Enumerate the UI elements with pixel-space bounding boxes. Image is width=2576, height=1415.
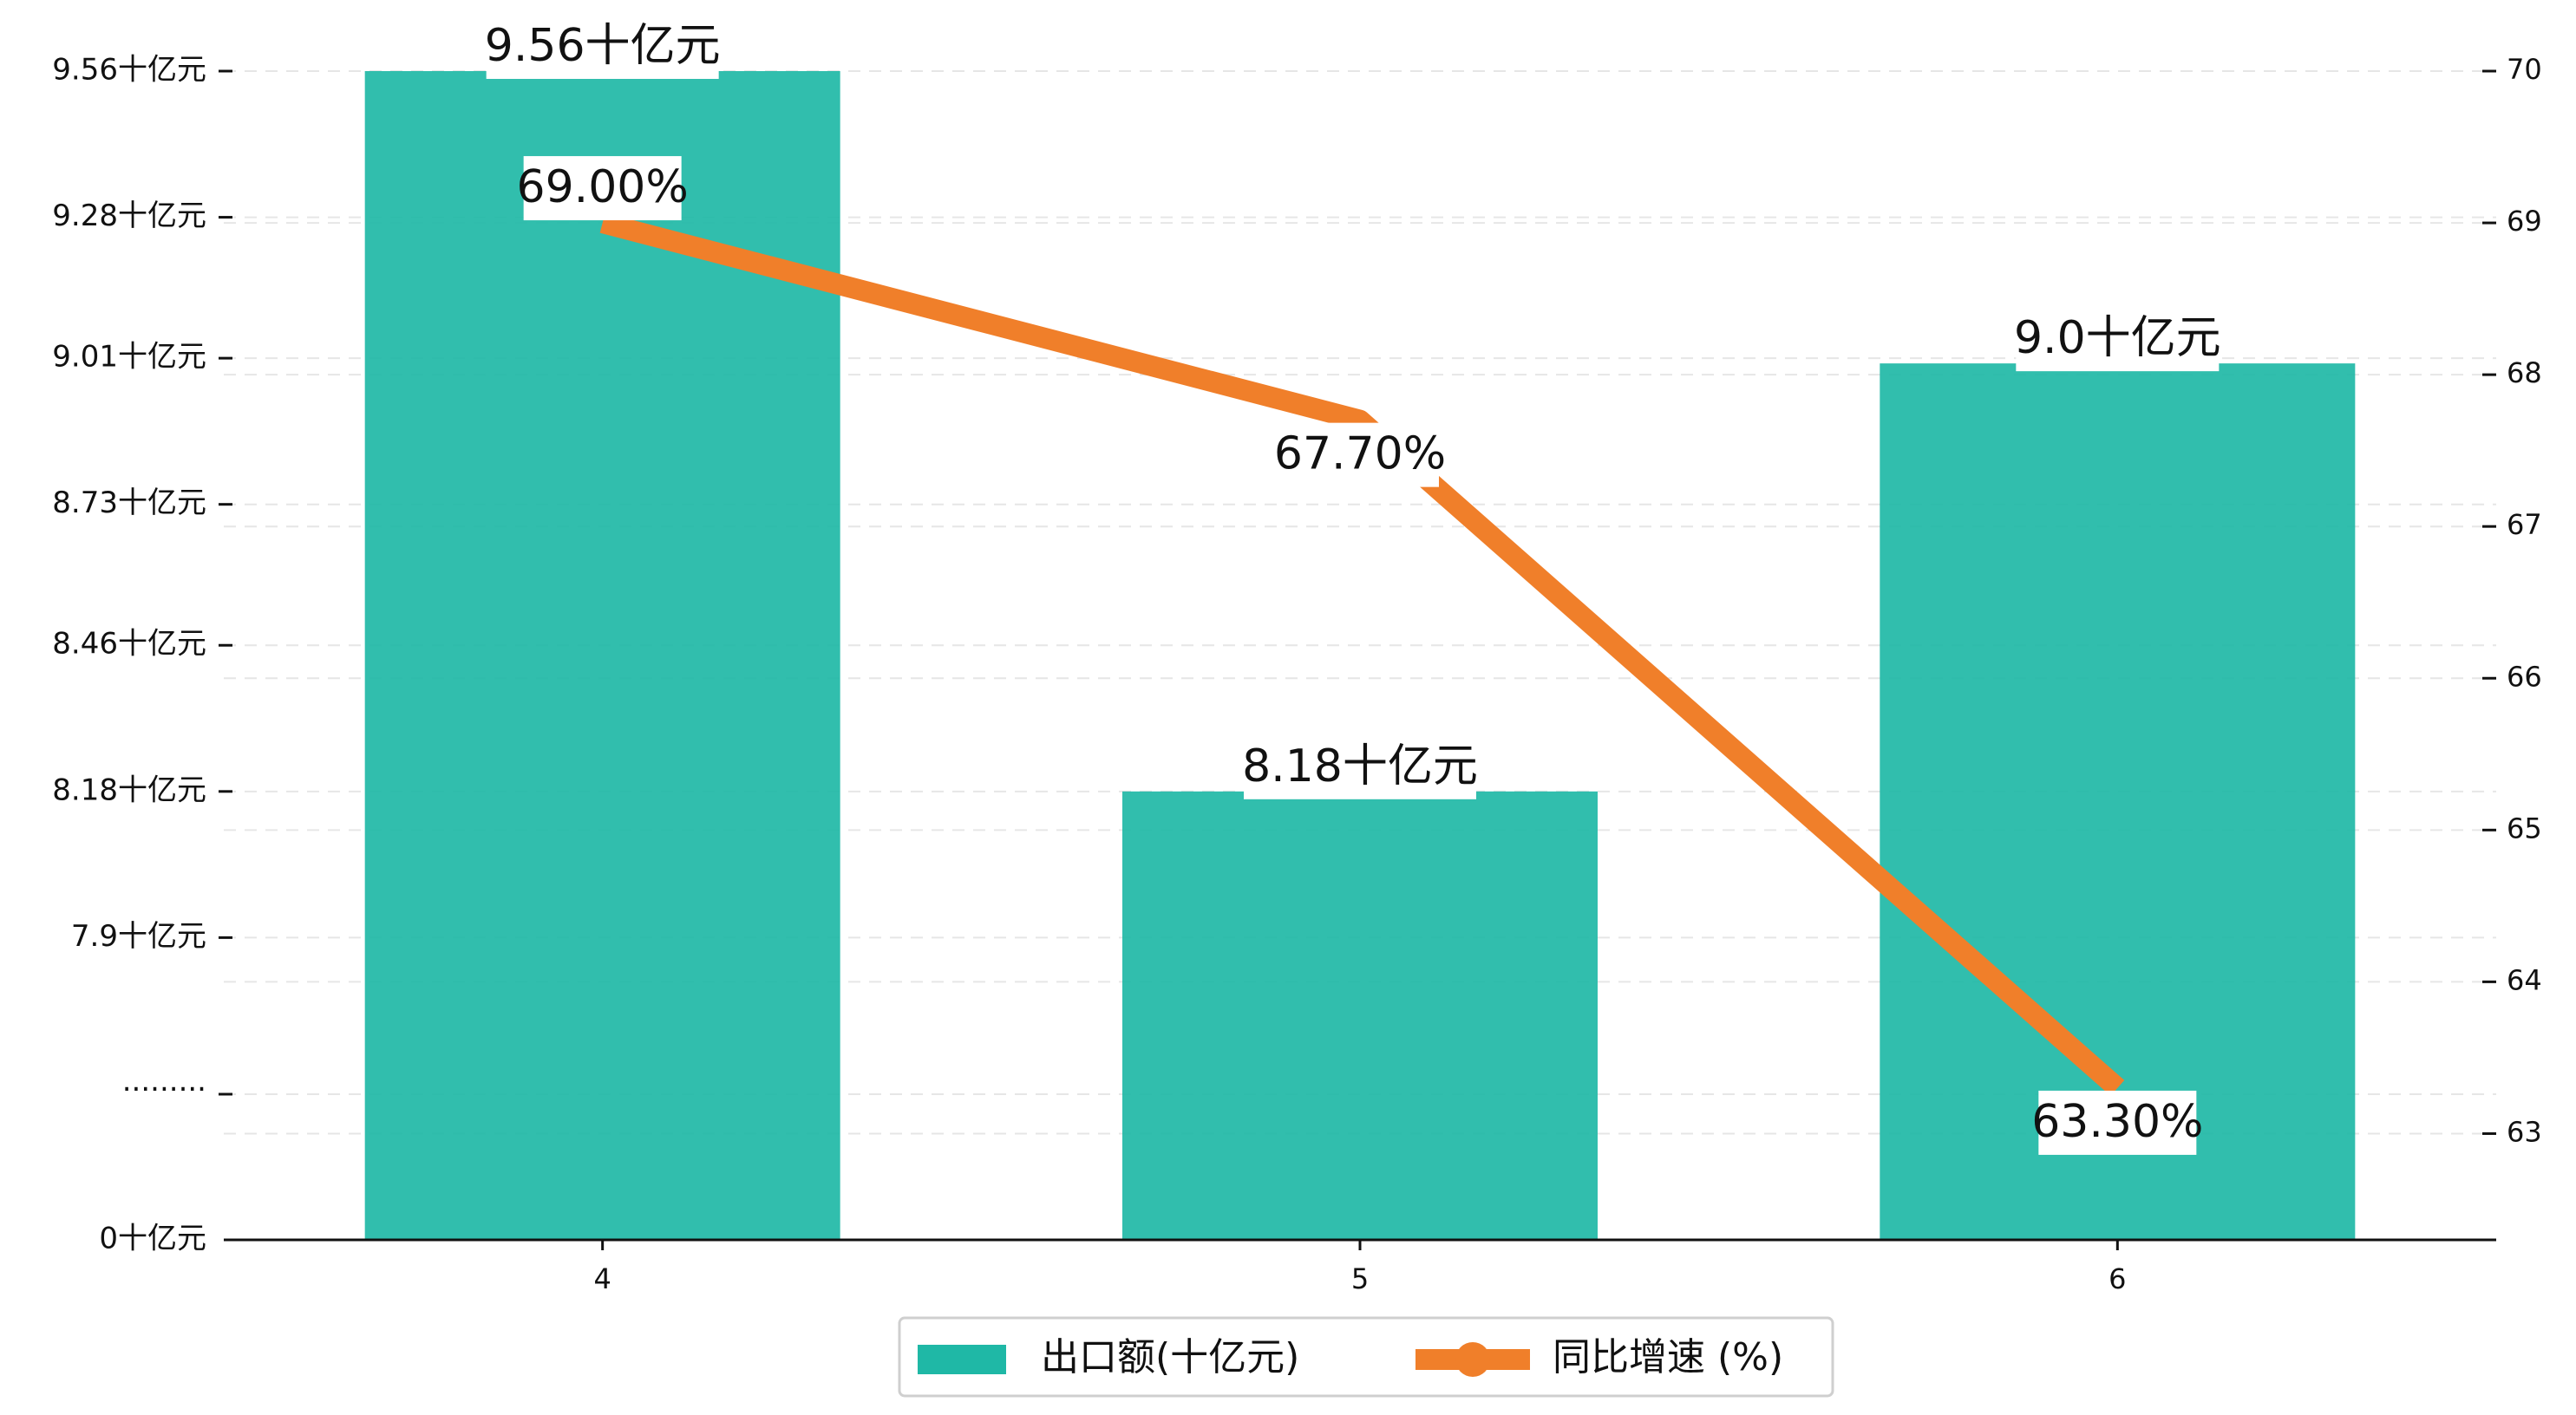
- data-labels: 9.56十亿元 8.18十亿元 9.0十亿元 69.00% 67.70% 63.30%: [485, 15, 2221, 1155]
- y-left-tick-label: 8.18十亿元: [52, 773, 206, 807]
- y-right-tick-label: 70: [2507, 53, 2542, 86]
- y-left-zero-label: 0十亿元: [99, 1222, 206, 1256]
- line-value-label: 67.70%: [1274, 428, 1446, 480]
- line-value-label-group: 67.70%: [1274, 422, 1446, 487]
- x-tick-label: 6: [2109, 1262, 2126, 1295]
- y-left-tick-label: 8.46十亿元: [52, 627, 206, 662]
- y-right-tick-label: 69: [2507, 205, 2542, 238]
- y-right-tick-label: 67: [2507, 508, 2542, 541]
- bar-value-label-group: 9.56十亿元: [485, 15, 721, 79]
- bar-value-label-box: [486, 15, 719, 79]
- y-left-break-label: ·········: [122, 1073, 206, 1107]
- line-value-label-box: [2038, 1090, 2197, 1155]
- y-right-tick-label: 63: [2507, 1115, 2542, 1148]
- line-value-label-box: [523, 156, 682, 221]
- x-tick-label: 4: [593, 1262, 611, 1295]
- legend-swatch-bar: [918, 1345, 1006, 1374]
- bar-value-label: 8.18十亿元: [1242, 740, 1478, 792]
- x-tick-label: 5: [1351, 1262, 1369, 1295]
- legend: 出口额(十亿元) 同比增速 (%): [898, 1316, 1834, 1398]
- legend-marker-line: [1455, 1342, 1490, 1377]
- y-left-tick-label: 9.01十亿元: [52, 340, 206, 375]
- y-right-tick-label: 64: [2507, 963, 2542, 996]
- y-right-tick-label: 66: [2507, 660, 2542, 693]
- bar-value-label-group: 8.18十亿元: [1242, 734, 1478, 799]
- line-series: [599, 212, 2125, 1096]
- line-value-label-box: [1281, 422, 1439, 487]
- y-left-tick-label: 7.9十亿元: [71, 919, 206, 954]
- growth-line: [599, 212, 2125, 1096]
- bar-value-label: 9.56十亿元: [485, 20, 721, 72]
- line-value-label-group: 69.00%: [517, 156, 689, 221]
- y-left-tick-label: 9.56十亿元: [52, 53, 206, 88]
- y-left-tick-label: 8.73十亿元: [52, 486, 206, 520]
- line-value-label-group: 63.30%: [2031, 1090, 2203, 1155]
- bar-5: [1122, 791, 1598, 1240]
- bar-value-label-group: 9.0十亿元: [2014, 307, 2221, 372]
- bar-value-label-box: [1244, 734, 1476, 799]
- y-left-tick-label: 9.28十亿元: [52, 199, 206, 233]
- legend-box: [898, 1316, 1834, 1398]
- bar-value-label-box: [2016, 307, 2220, 372]
- line-value-label: 69.00%: [517, 161, 689, 213]
- legend-label-bar: 出口额(十亿元): [1041, 1335, 1299, 1379]
- y-right-tick-label: 65: [2507, 812, 2542, 844]
- bar-4: [364, 71, 840, 1240]
- line-value-label: 63.30%: [2031, 1096, 2203, 1148]
- bar-value-label: 9.0十亿元: [2014, 312, 2221, 364]
- y-right-tick-label: 68: [2507, 356, 2542, 389]
- axes: 9.56十亿元 9.28十亿元 9.01十亿元 8.73十亿元 8.46十亿元 8.18十…: [52, 53, 2541, 1296]
- legend-label-line: 同比增速 (%): [1553, 1335, 1783, 1379]
